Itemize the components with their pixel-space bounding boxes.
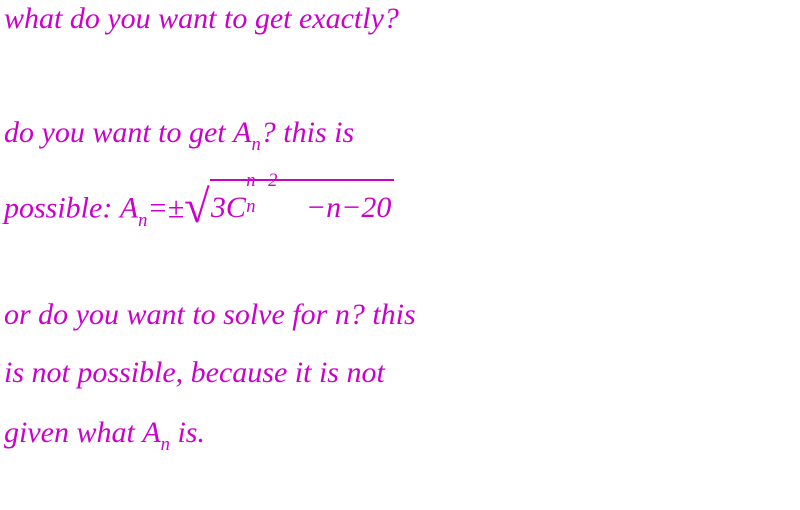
radical: √3Cn−2n−n−20 [184,180,394,223]
radicand: 3Cn−2n−n−20 [210,179,394,222]
coef-3: 3 [211,191,226,224]
text: given what [4,416,142,449]
subscript-n: n [246,198,255,217]
supsub-stack: n−2n [246,187,306,217]
text: ? this is [261,116,354,149]
math-text-page: what do you want to get exactly? do you … [0,0,800,510]
equals-plusminus: =± [147,191,184,224]
superscript-n-minus-2: n−2 [246,172,277,191]
variable-A: A [142,416,160,449]
text: do you want to get [4,116,233,149]
variable-A: A [120,191,138,224]
tail-minus-n-minus-20: −n−20 [306,191,392,224]
text: is not possible, because it is not [4,356,385,389]
subscript-n: n [161,434,170,455]
text: is. [170,416,205,449]
subscript-n: n [138,210,147,231]
subscript-n: n [251,134,260,155]
line-5: is not possible, because it is not [4,358,385,388]
line-2: do you want to get An? this is [4,118,354,154]
text: what do you want to get exactly? [4,2,399,35]
line-1: what do you want to get exactly? [4,4,399,34]
text: possible: [4,191,120,224]
variable-A: A [233,116,251,149]
variable-C: C [226,191,246,224]
line-6: given what An is. [4,418,205,454]
line-4: or do you want to solve for n? this [4,300,416,330]
line-3: possible: An=±√3Cn−2n−n−20 [4,180,394,229]
text: or do you want to solve for n? this [4,298,416,331]
